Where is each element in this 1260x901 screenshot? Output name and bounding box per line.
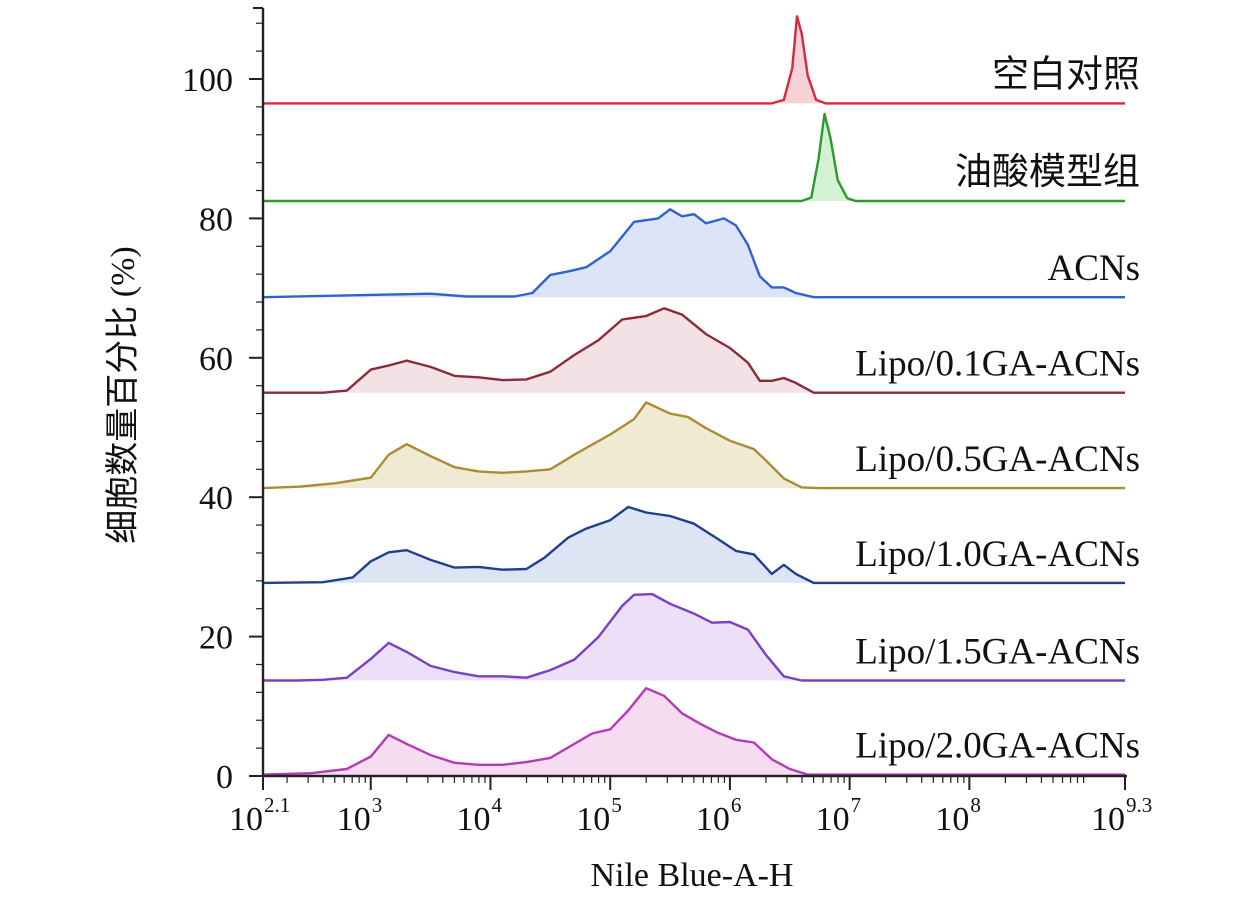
x-tick-exp-3: 5 [611,793,622,817]
series-line-2 [262,208,1125,299]
x-tick-label-4: 10 [696,801,730,838]
x-tick-label-7: 10 [1091,801,1125,838]
series-line-7 [262,687,1125,776]
series-label-3: Lipo/0.1GA-ACNs [855,344,1140,385]
x-axis-title: Nile Blue-A-H [590,857,793,894]
y-tick-label-100: 100 [182,62,233,99]
series-line-6 [263,592,1125,682]
x-tick-label-5: 10 [816,801,850,838]
series-line-0 [263,15,1125,105]
series-group [262,15,1125,776]
series-fill-3 [263,308,1125,393]
series-fill-5 [263,507,1125,583]
x-tick-exp-6: 8 [970,793,981,817]
series-label-6: Lipo/1.5GA-ACNs [855,632,1140,673]
series-fill-4 [263,402,1125,489]
series-label-0: 空白对照 [992,53,1140,95]
series-label-5: Lipo/1.0GA-ACNs [855,534,1140,575]
y-tick-label-40: 40 [199,480,233,517]
series-line-4 [262,401,1125,490]
series-line-1 [263,112,1125,203]
y-tick-label-60: 60 [199,341,233,378]
y-axis-title: 细胞数量百分比 (%) [104,246,142,543]
x-tick-label-3: 10 [576,801,610,838]
y-tick-label-20: 20 [199,620,233,657]
x-tick-label-1: 10 [337,801,371,838]
x-tick-exp-0: 2.1 [264,793,290,817]
x-tick-exp-5: 7 [851,793,862,817]
x-tick-label-2: 10 [456,801,490,838]
series-label-4: Lipo/0.5GA-ACNs [855,439,1140,480]
y-tick-label-80: 80 [199,201,233,238]
series-fill-2 [263,209,1125,298]
series-fill-7 [263,688,1125,775]
x-tick-exp-2: 4 [491,793,502,817]
x-tick-exp-4: 6 [731,793,742,817]
series-label-7: Lipo/2.0GA-ACNs [855,726,1140,767]
series-label-1: 油酸模型组 [955,151,1140,193]
series-label-2: ACNs [1047,248,1140,289]
series-line-5 [262,505,1125,585]
x-tick-label-6: 10 [935,801,969,838]
x-tick-label-0: 10 [229,801,263,838]
x-tick-exp-1: 3 [372,793,383,817]
y-tick-label-0: 0 [216,759,233,796]
series-fill-6 [263,594,1125,681]
x-tick-exp-7: 9.3 [1126,793,1152,817]
series-line-3 [263,307,1125,394]
